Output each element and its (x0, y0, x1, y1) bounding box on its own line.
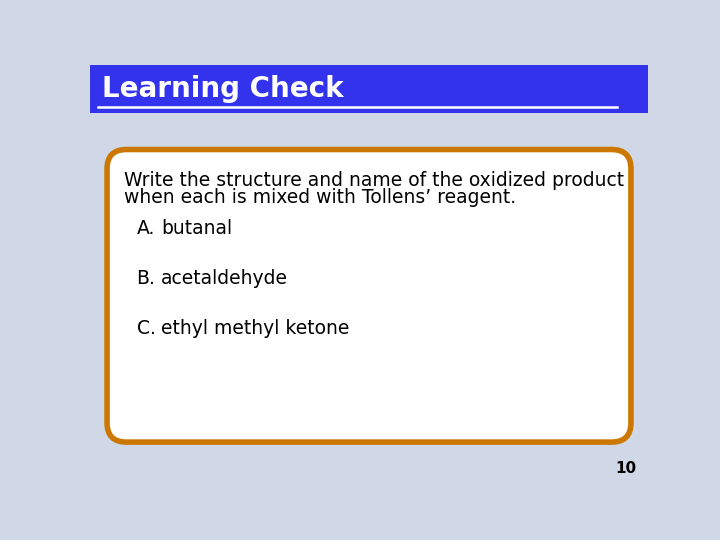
Text: butanal: butanal (161, 219, 233, 238)
Text: when each is mixed with Tollens’ reagent.: when each is mixed with Tollens’ reagent… (124, 188, 516, 207)
FancyBboxPatch shape (107, 150, 631, 442)
Text: A.: A. (137, 219, 155, 238)
Text: B.: B. (137, 268, 156, 288)
Bar (90, 65, 648, 113)
Text: Learning Check: Learning Check (102, 75, 344, 103)
Text: Write the structure and name of the oxidized product: Write the structure and name of the oxid… (124, 171, 624, 190)
Text: acetaldehyde: acetaldehyde (161, 268, 288, 288)
Text: C.: C. (137, 319, 156, 338)
Text: 10: 10 (616, 461, 636, 476)
Text: ethyl methyl ketone: ethyl methyl ketone (161, 319, 350, 338)
